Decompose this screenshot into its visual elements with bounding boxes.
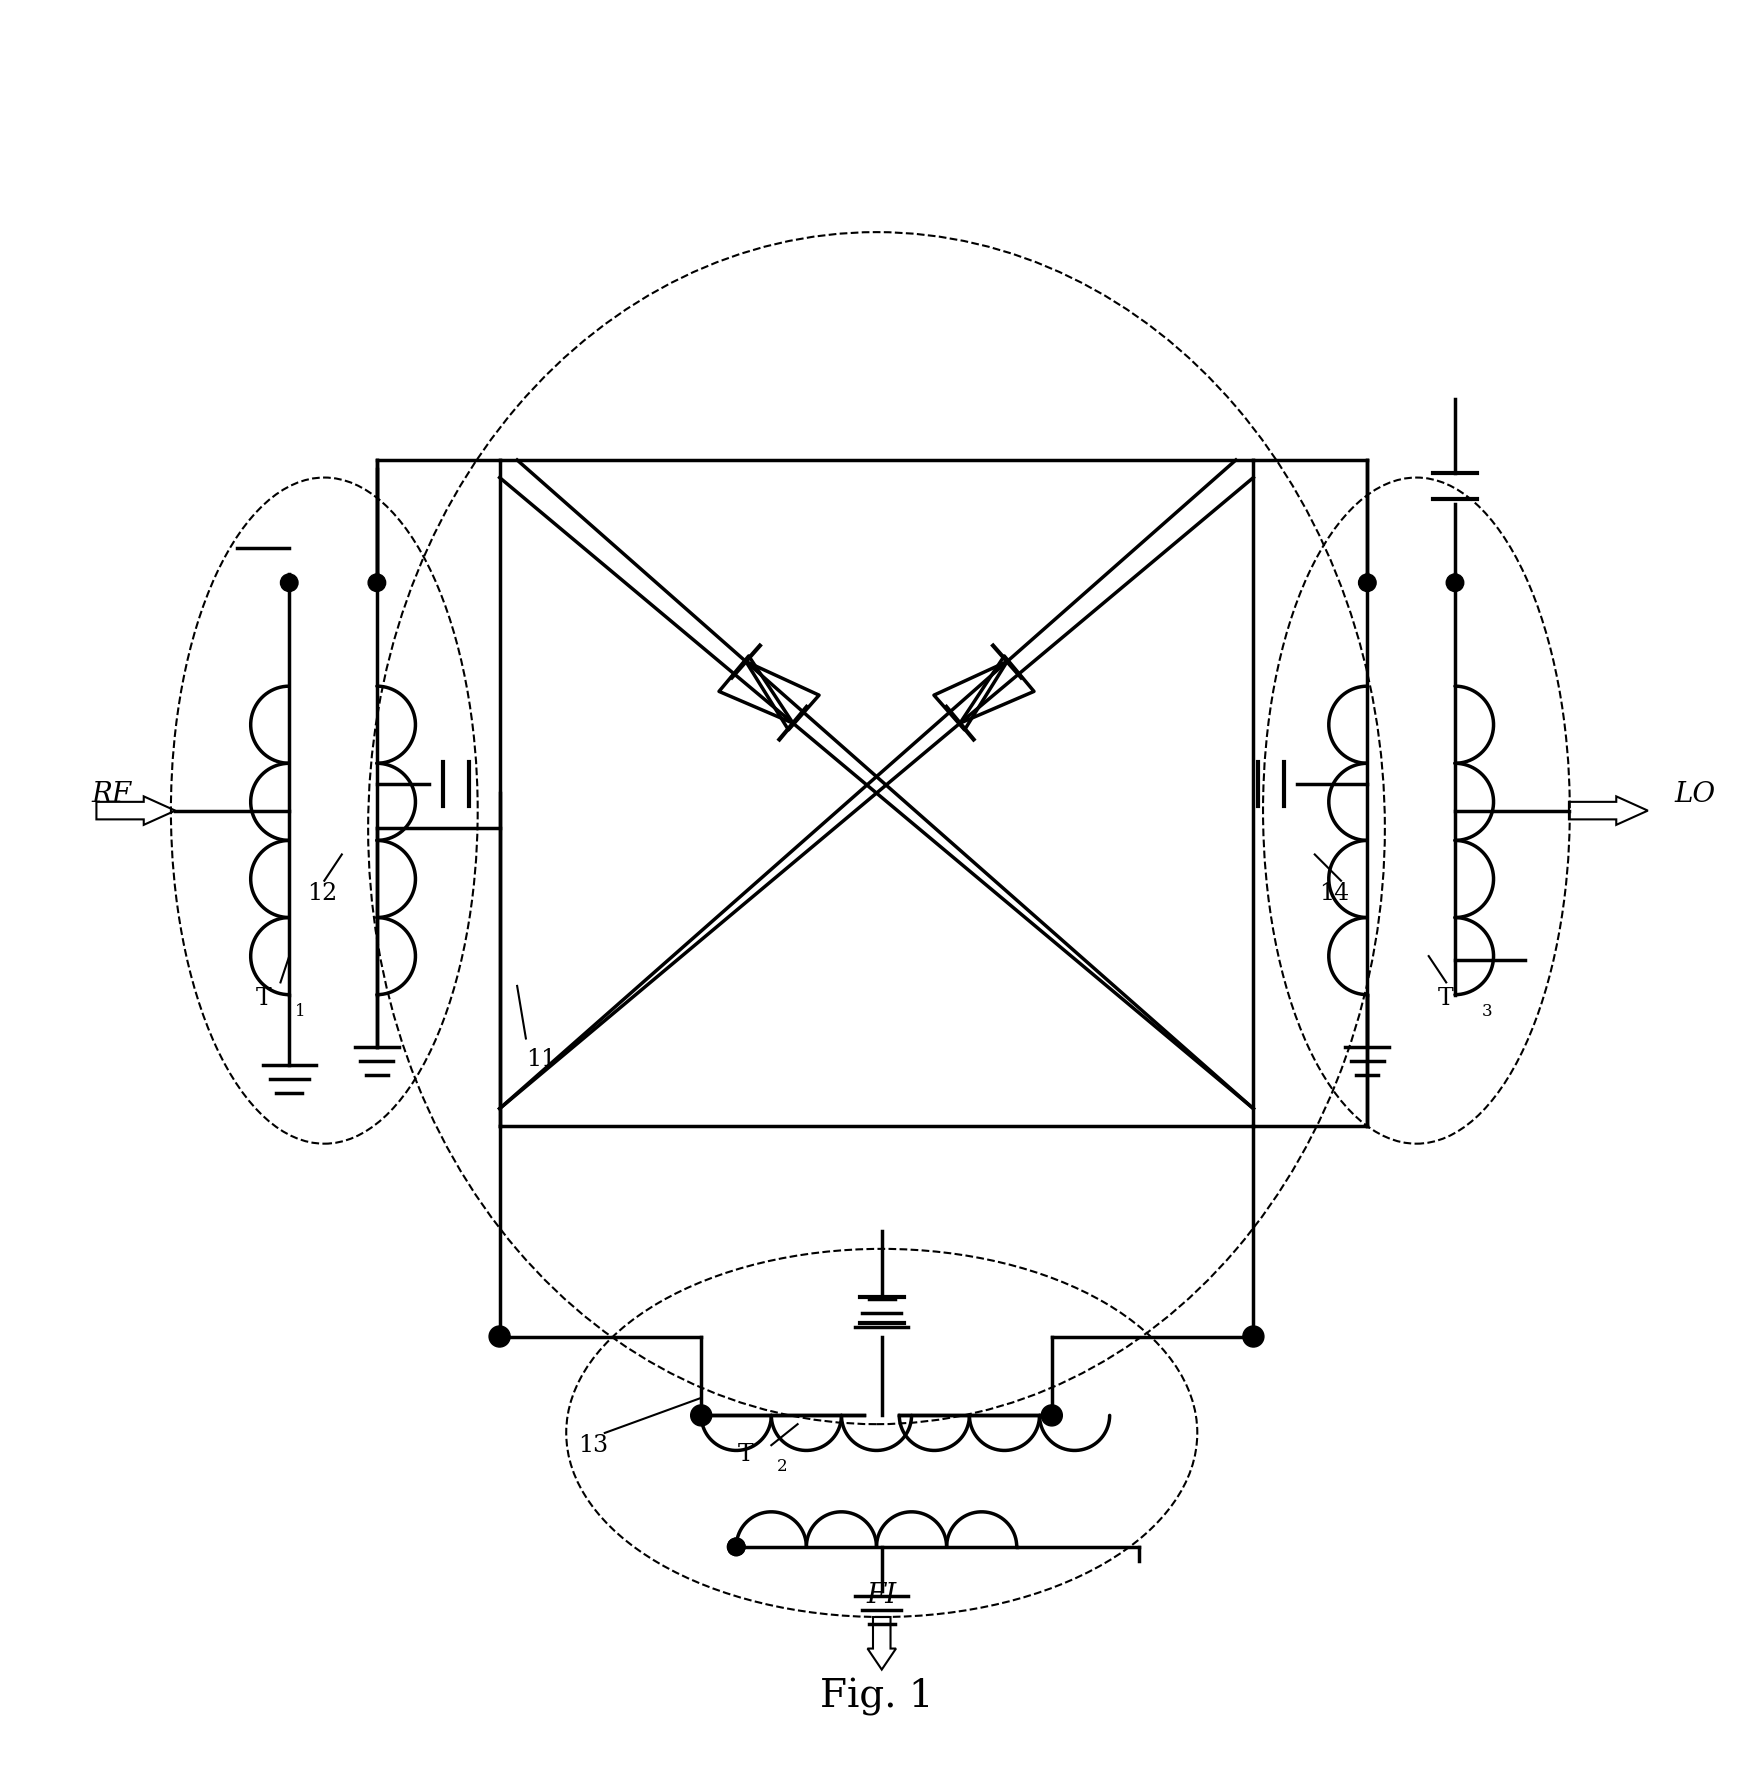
Text: LO: LO: [1674, 780, 1714, 806]
Circle shape: [368, 575, 386, 593]
Circle shape: [1041, 1404, 1062, 1426]
Text: 13: 13: [578, 1433, 608, 1456]
Circle shape: [691, 1404, 712, 1426]
Text: Fig. 1: Fig. 1: [820, 1677, 933, 1714]
Text: 14: 14: [1320, 881, 1350, 904]
Text: RF: RF: [91, 780, 131, 806]
Circle shape: [727, 1538, 745, 1556]
Text: 11: 11: [526, 1048, 556, 1070]
Text: T: T: [738, 1442, 754, 1465]
Text: T: T: [1437, 986, 1453, 1009]
Text: 3: 3: [1481, 1002, 1492, 1020]
Circle shape: [1243, 1326, 1264, 1347]
Circle shape: [1446, 575, 1464, 593]
Circle shape: [489, 1326, 510, 1347]
Circle shape: [727, 1538, 745, 1556]
Circle shape: [1359, 575, 1376, 593]
Text: FI: FI: [866, 1581, 898, 1607]
Text: 1: 1: [295, 1002, 305, 1020]
Text: 2: 2: [777, 1458, 787, 1474]
Text: 12: 12: [307, 881, 337, 904]
Text: T: T: [256, 986, 272, 1009]
Circle shape: [280, 575, 298, 593]
